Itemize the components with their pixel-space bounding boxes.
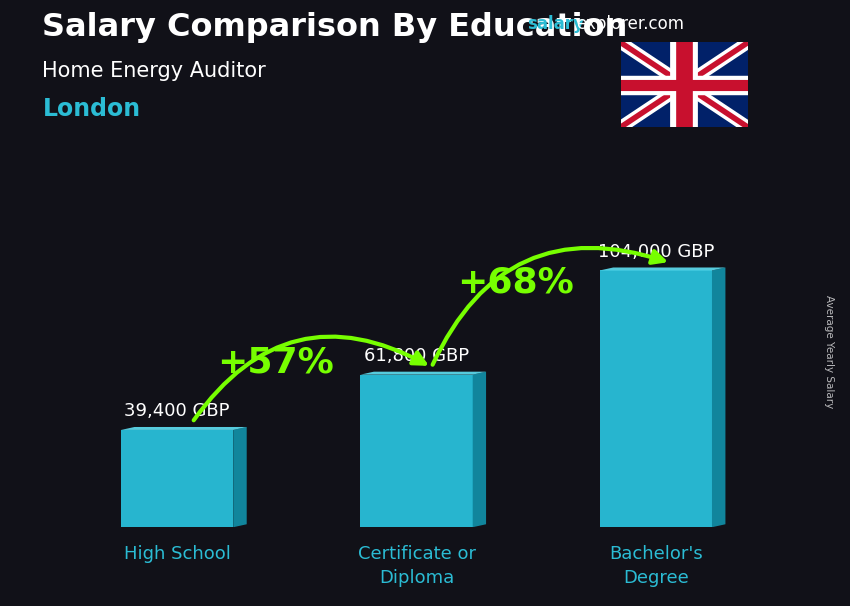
FancyArrowPatch shape: [433, 248, 664, 365]
FancyArrowPatch shape: [194, 336, 425, 421]
Text: 39,400 GBP: 39,400 GBP: [124, 402, 230, 420]
Polygon shape: [600, 267, 725, 270]
Polygon shape: [360, 371, 486, 375]
Text: salary: salary: [527, 15, 584, 33]
Text: 104,000 GBP: 104,000 GBP: [598, 242, 714, 261]
Text: High School: High School: [124, 545, 230, 564]
Text: 61,800 GBP: 61,800 GBP: [364, 347, 469, 365]
Text: London: London: [42, 97, 140, 121]
Text: Salary Comparison By Education: Salary Comparison By Education: [42, 12, 628, 43]
Polygon shape: [121, 430, 233, 527]
Polygon shape: [233, 427, 246, 527]
Polygon shape: [360, 375, 473, 527]
Polygon shape: [473, 371, 486, 527]
Text: Home Energy Auditor: Home Energy Auditor: [42, 61, 266, 81]
Text: explorer.com: explorer.com: [576, 15, 684, 33]
Text: +68%: +68%: [456, 266, 574, 300]
Text: +57%: +57%: [218, 345, 334, 379]
Polygon shape: [600, 270, 712, 527]
Polygon shape: [121, 427, 246, 430]
Text: Certificate or
Diploma: Certificate or Diploma: [358, 545, 475, 587]
Polygon shape: [712, 267, 725, 527]
Text: Bachelor's
Degree: Bachelor's Degree: [609, 545, 703, 587]
Text: Average Yearly Salary: Average Yearly Salary: [824, 295, 834, 408]
